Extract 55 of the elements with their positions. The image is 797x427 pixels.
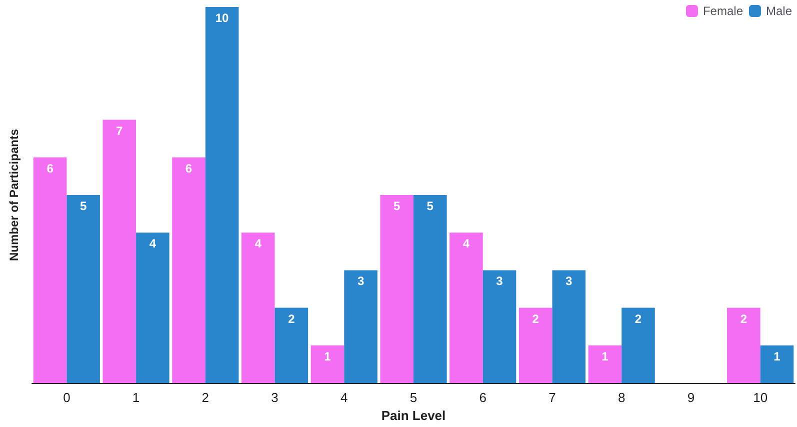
bar	[136, 232, 170, 383]
data-label: 3	[566, 274, 573, 288]
bar	[102, 120, 136, 383]
data-label: 2	[532, 312, 540, 326]
x-tick-label: 2	[202, 390, 210, 405]
data-label: 6	[46, 161, 54, 176]
data-label: 7	[116, 124, 124, 138]
bar	[760, 345, 794, 383]
bar	[380, 195, 414, 383]
data-label: 3	[496, 274, 504, 288]
bar	[172, 157, 206, 383]
bar	[344, 270, 378, 383]
bar	[33, 157, 67, 383]
bar	[66, 195, 100, 383]
x-axis-title: Pain Level	[381, 408, 446, 423]
x-tick-label: 10	[753, 390, 768, 405]
data-label: 1	[324, 349, 332, 364]
data-label: 2	[740, 312, 748, 326]
bar	[414, 195, 447, 383]
x-tick-label: 4	[340, 390, 348, 405]
data-label: 3	[357, 274, 364, 288]
bar	[552, 270, 586, 383]
data-label: 1	[602, 349, 609, 364]
bar	[622, 308, 655, 383]
data-label: 2	[634, 312, 642, 326]
bar	[482, 270, 516, 383]
data-label: 10	[215, 11, 230, 25]
x-tick-label: 1	[132, 390, 140, 405]
legend-label: Female	[702, 4, 744, 18]
data-label: 5	[394, 199, 401, 213]
data-label: 5	[426, 199, 434, 213]
x-tick-label: 7	[548, 390, 556, 405]
x-tick-label: 6	[479, 390, 486, 405]
data-label: 5	[80, 199, 87, 213]
data-label: 4	[149, 236, 156, 251]
x-tick-label: 8	[618, 390, 626, 405]
x-tick-label: 0	[63, 390, 70, 405]
bar	[588, 345, 622, 383]
bar	[727, 308, 760, 383]
data-label: 4	[254, 236, 262, 251]
y-axis-title: Number of Participants	[7, 128, 21, 262]
x-tick-label: 3	[271, 390, 278, 405]
bar	[274, 308, 308, 383]
data-label: 4	[462, 236, 470, 251]
bar	[241, 232, 275, 383]
bar	[310, 345, 344, 383]
bar	[450, 232, 483, 383]
data-label: 2	[288, 312, 296, 326]
x-tick-label: 5	[410, 390, 418, 405]
legend-label: Male	[766, 4, 792, 18]
bar	[205, 7, 239, 383]
bar	[518, 308, 552, 383]
data-label: 6	[185, 161, 192, 176]
data-label: 1	[774, 349, 781, 364]
x-tick-label: 9	[687, 390, 695, 405]
